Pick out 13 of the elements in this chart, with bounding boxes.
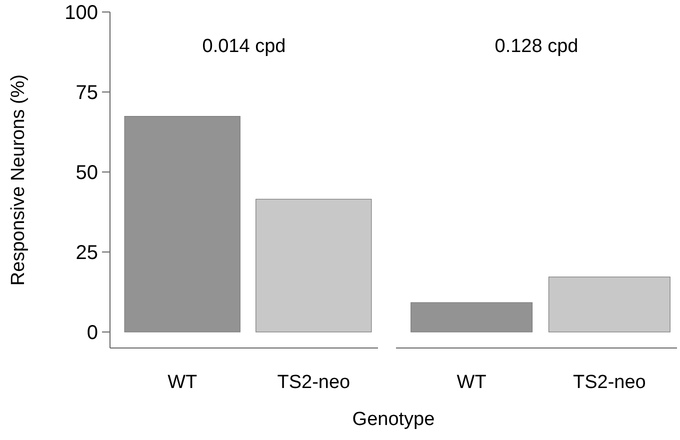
text: 0.014 cpd <box>202 36 286 57</box>
x-tick-label: WT <box>168 372 198 393</box>
y-tick-label: 50 <box>76 162 98 184</box>
x-tick-label: TS2-neo <box>573 372 646 393</box>
y-tick-label: 75 <box>76 82 98 104</box>
x-tick-label: WT <box>456 372 487 393</box>
text: 0.128 cpd <box>494 36 578 57</box>
y-tick-label: 0 <box>86 322 98 344</box>
y-tick-label: 25 <box>76 242 98 264</box>
x-tick-label: TS2-neo <box>277 372 350 393</box>
y-axis-title: Responsive Neurons (%) <box>8 74 29 286</box>
y-tick-label: 100 <box>64 2 98 24</box>
x-axis-title: Genotype <box>352 409 435 430</box>
